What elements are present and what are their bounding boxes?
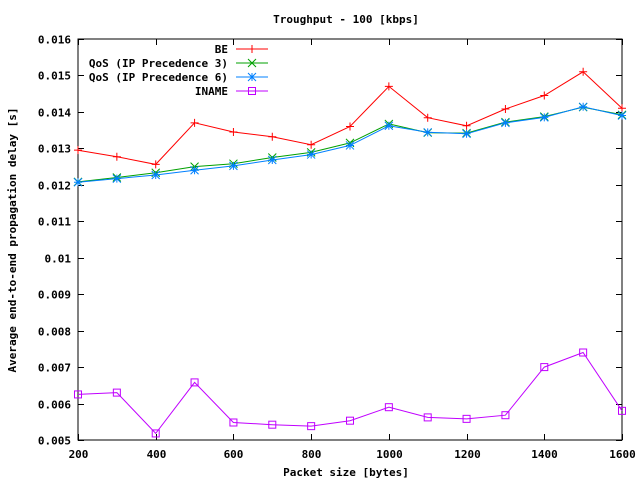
data-point bbox=[307, 422, 316, 431]
x-tick-label: 200 bbox=[69, 448, 89, 461]
data-point bbox=[229, 161, 238, 171]
series-layer bbox=[73, 67, 627, 438]
data-point bbox=[501, 104, 510, 113]
data-point bbox=[151, 170, 161, 180]
legend-label: QoS (IP Precedence 3) bbox=[89, 57, 228, 70]
data-point bbox=[618, 406, 626, 415]
data-point bbox=[579, 67, 588, 76]
data-point bbox=[190, 378, 199, 387]
data-point bbox=[345, 141, 355, 150]
series-line bbox=[77, 351, 623, 435]
data-point bbox=[501, 118, 510, 128]
legend-entry: QoS (IP Precedence 6) bbox=[89, 71, 268, 84]
data-point bbox=[268, 132, 277, 141]
data-point bbox=[618, 104, 626, 113]
data-point bbox=[190, 118, 199, 127]
y-tick-label: 0.016 bbox=[38, 34, 71, 47]
y-tick-label: 0.006 bbox=[38, 399, 71, 412]
series-2 bbox=[73, 102, 627, 187]
y-tick-label: 0.011 bbox=[38, 216, 71, 229]
data-point bbox=[423, 127, 433, 137]
legend-label: BE bbox=[215, 43, 228, 56]
series-0 bbox=[74, 67, 626, 169]
data-point bbox=[112, 152, 121, 161]
data-point bbox=[540, 91, 549, 100]
data-point bbox=[384, 121, 394, 131]
data-point bbox=[384, 82, 393, 91]
data-point bbox=[74, 390, 82, 399]
data-point bbox=[73, 177, 83, 187]
plot-frame bbox=[77, 38, 623, 441]
x-axis-label: Packet size [bytes] bbox=[283, 466, 409, 479]
legend-marker bbox=[247, 72, 257, 82]
data-point bbox=[617, 111, 627, 120]
chart-title: Troughput - 100 [kbps] bbox=[273, 13, 419, 26]
data-point bbox=[346, 122, 354, 131]
x-tick-label: 1200 bbox=[454, 448, 481, 461]
data-point bbox=[423, 413, 432, 422]
y-tick-label: 0.012 bbox=[38, 180, 71, 193]
data-point bbox=[306, 150, 316, 159]
y-tick-label: 0.008 bbox=[38, 326, 71, 339]
y-axis-label: Average end-to-end propagation delay [s] bbox=[6, 108, 19, 373]
data-point bbox=[579, 348, 588, 357]
x-tick-label: 1600 bbox=[609, 448, 636, 461]
data-point bbox=[540, 363, 549, 372]
data-point bbox=[151, 429, 160, 438]
data-point bbox=[151, 160, 160, 169]
data-point bbox=[462, 414, 471, 423]
data-point bbox=[74, 146, 82, 155]
data-point bbox=[112, 388, 121, 397]
legend-entry: BE bbox=[215, 43, 268, 56]
data-point bbox=[423, 113, 432, 122]
data-point bbox=[307, 140, 316, 149]
data-point bbox=[539, 113, 549, 122]
data-point bbox=[462, 129, 471, 139]
y-tick-label: 0.005 bbox=[38, 435, 71, 448]
y-tick-label: 0.014 bbox=[38, 107, 71, 120]
legend-label: QoS (IP Precedence 6) bbox=[89, 71, 228, 84]
data-point bbox=[229, 418, 238, 427]
data-point bbox=[384, 403, 393, 412]
data-point bbox=[267, 155, 277, 165]
x-tick-label: 800 bbox=[302, 448, 322, 461]
data-point bbox=[578, 102, 588, 112]
data-point bbox=[346, 416, 354, 425]
data-point bbox=[229, 127, 238, 136]
legend-marker bbox=[248, 45, 256, 53]
y-tick-label: 0.01 bbox=[45, 253, 72, 266]
x-tick-label: 1000 bbox=[376, 448, 403, 461]
y-tick-label: 0.013 bbox=[38, 143, 71, 156]
legend-entry: QoS (IP Precedence 3) bbox=[89, 57, 268, 70]
legend-marker bbox=[247, 58, 257, 68]
x-tick-label: 600 bbox=[224, 448, 244, 461]
legend-entry: INAME bbox=[195, 85, 268, 98]
y-tick-label: 0.007 bbox=[38, 362, 71, 375]
data-point bbox=[112, 174, 122, 183]
data-point bbox=[501, 411, 510, 420]
legend-label: INAME bbox=[195, 85, 228, 98]
series-3 bbox=[74, 348, 626, 438]
data-point bbox=[268, 420, 277, 429]
data-point bbox=[190, 165, 199, 175]
y-tick-label: 0.015 bbox=[38, 70, 71, 83]
x-tick-label: 1400 bbox=[531, 448, 558, 461]
x-tick-label: 400 bbox=[147, 448, 167, 461]
legend-marker bbox=[248, 87, 256, 95]
y-tick-label: 0.009 bbox=[38, 289, 71, 302]
axes: 0.005 0.006 0.007 0.008 0.009 0.01 0.011 0.012 0… bbox=[38, 34, 636, 462]
data-point bbox=[462, 121, 471, 130]
